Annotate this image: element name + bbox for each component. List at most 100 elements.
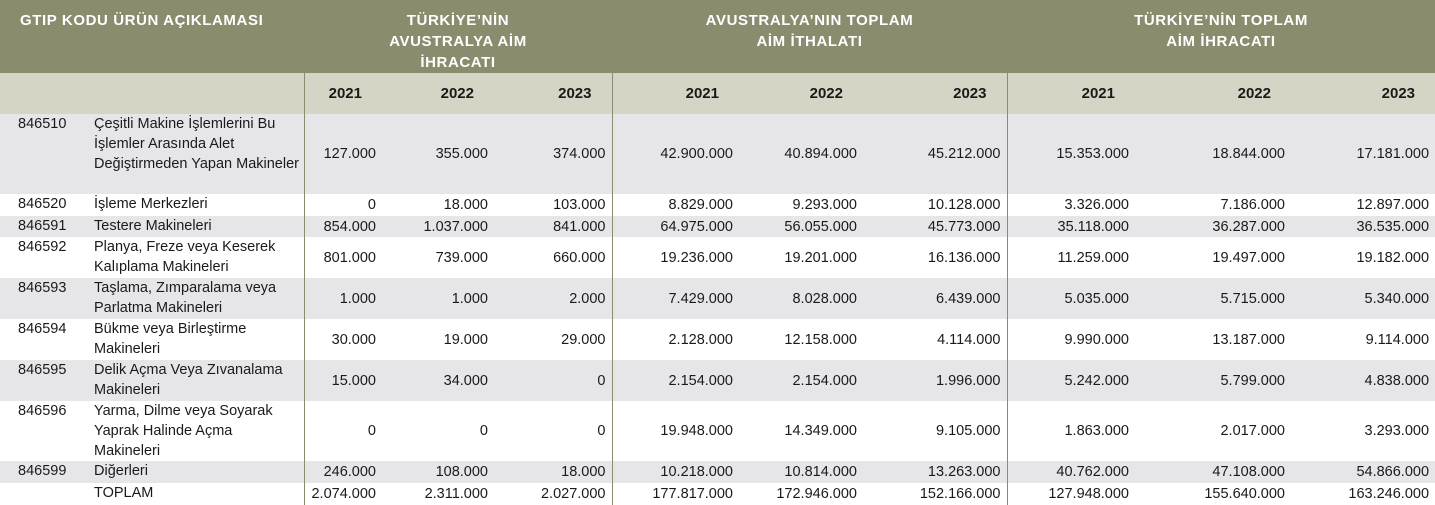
value-cell: 739.000: [382, 237, 494, 278]
value-cell: 841.000: [494, 216, 612, 237]
year-header-cell: 2022: [1135, 73, 1291, 114]
value-cell: 2.128.000: [611, 319, 739, 360]
value-cell: 19.497.000: [1135, 237, 1291, 278]
value-cell: 56.055.000: [739, 216, 863, 237]
year-header-cell: 2021: [1006, 73, 1135, 114]
value-cell: 127.948.000: [1006, 483, 1135, 505]
product-description-cell: TOPLAM: [82, 483, 304, 505]
gtip-code-cell: 846595: [0, 360, 82, 401]
value-cell: 15.353.000: [1006, 114, 1135, 194]
value-cell: 30.000: [303, 319, 382, 360]
value-cell: 177.817.000: [611, 483, 739, 505]
value-cell: 18.844.000: [1135, 114, 1291, 194]
year-header-cell: 2022: [382, 73, 494, 114]
year-header-blank: [0, 73, 304, 114]
value-cell: 1.037.000: [382, 216, 494, 237]
value-cell: 9.293.000: [739, 194, 863, 216]
value-cell: 4.838.000: [1291, 360, 1435, 401]
value-cell: 11.259.000: [1006, 237, 1135, 278]
value-cell: 152.166.000: [863, 483, 1007, 505]
value-cell: 0: [494, 360, 612, 401]
value-cell: 13.187.000: [1135, 319, 1291, 360]
value-cell: 14.349.000: [739, 401, 863, 461]
value-cell: 1.000: [382, 278, 494, 319]
value-cell: 54.866.000: [1291, 461, 1435, 483]
value-cell: 16.136.000: [863, 237, 1007, 278]
value-cell: 103.000: [494, 194, 612, 216]
value-cell: 5.715.000: [1135, 278, 1291, 319]
table-row: 846510 Çeşitli Makine İşlemlerini Bu İşle…: [0, 114, 1435, 194]
year-header-cell: 2022: [739, 73, 863, 114]
year-header-cell: 2023: [494, 73, 612, 114]
value-cell: 1.000: [303, 278, 382, 319]
product-description-cell: Diğerleri: [82, 461, 304, 483]
value-cell: 12.158.000: [739, 319, 863, 360]
table-body: 846510 Çeşitli Makine İşlemlerini Bu İşle…: [0, 114, 1435, 505]
value-cell: 10.814.000: [739, 461, 863, 483]
value-cell: 13.263.000: [863, 461, 1007, 483]
value-cell: 6.439.000: [863, 278, 1007, 319]
year-header-cell: 2023: [863, 73, 1007, 114]
value-cell: 172.946.000: [739, 483, 863, 505]
product-description-cell: Çeşitli Makine İşlemlerini Bu İşlemler A…: [82, 114, 304, 194]
value-cell: 4.114.000: [863, 319, 1007, 360]
table-row: 846599 Diğerleri 246.000 108.000 18.000 10.21…: [0, 461, 1435, 483]
group-header-tr-au-export: TÜRKİYE’NİN AVUSTRALYA AİM İHRACATI: [304, 0, 612, 73]
gtip-code-cell: 846510: [0, 114, 82, 194]
value-cell: 163.246.000: [1291, 483, 1435, 505]
product-description-cell: Yarma, Dilme veya Soyarak Yaprak Halinde…: [82, 401, 304, 461]
value-cell: 19.948.000: [611, 401, 739, 461]
year-header-row: 2021 2022 2023 2021 2022 2023 2021 2022 …: [0, 73, 1435, 114]
gtip-code-cell: 846594: [0, 319, 82, 360]
table-row: 846595 Delik Açma Veya Zıvanalama Makinel…: [0, 360, 1435, 401]
value-cell: 19.201.000: [739, 237, 863, 278]
value-cell: 2.017.000: [1135, 401, 1291, 461]
value-cell: 0: [303, 194, 382, 216]
value-cell: 47.108.000: [1135, 461, 1291, 483]
gtip-code-cell: [0, 483, 82, 505]
value-cell: 45.773.000: [863, 216, 1007, 237]
value-cell: 0: [382, 401, 494, 461]
gtip-code-cell: 846591: [0, 216, 82, 237]
value-cell: 5.799.000: [1135, 360, 1291, 401]
value-cell: 660.000: [494, 237, 612, 278]
value-cell: 9.114.000: [1291, 319, 1435, 360]
gtip-code-cell: 846599: [0, 461, 82, 483]
value-cell: 19.236.000: [611, 237, 739, 278]
value-cell: 7.429.000: [611, 278, 739, 319]
value-cell: 5.035.000: [1006, 278, 1135, 319]
value-cell: 2.074.000: [303, 483, 382, 505]
table-row: 846591 Testere Makineleri 854.000 1.037.000…: [0, 216, 1435, 237]
value-cell: 64.975.000: [611, 216, 739, 237]
gtip-code-cell: 846520: [0, 194, 82, 216]
product-description-cell: Taşlama, Zımparalama veya Parlatma Makin…: [82, 278, 304, 319]
year-header-cell: 2021: [611, 73, 739, 114]
group-header-label: TÜRKİYE’NİN TOPLAM AİM İHRACATI: [1134, 12, 1308, 50]
value-cell: 10.218.000: [611, 461, 739, 483]
value-cell: 19.182.000: [1291, 237, 1435, 278]
value-cell: 1.863.000: [1006, 401, 1135, 461]
year-header-cell: 2023: [1291, 73, 1435, 114]
value-cell: 2.154.000: [611, 360, 739, 401]
value-cell: 29.000: [494, 319, 612, 360]
value-cell: 2.000: [494, 278, 612, 319]
product-description-cell: İşleme Merkezleri: [82, 194, 304, 216]
group-header-tr-total-export: TÜRKİYE’NİN TOPLAM AİM İHRACATI: [1007, 0, 1435, 73]
value-cell: 36.287.000: [1135, 216, 1291, 237]
value-cell: 1.996.000: [863, 360, 1007, 401]
value-cell: 15.000: [303, 360, 382, 401]
value-cell: 42.900.000: [611, 114, 739, 194]
value-cell: 374.000: [494, 114, 612, 194]
table-row: 846594 Bükme veya Birleştirme Makineleri 3…: [0, 319, 1435, 360]
product-description-cell: Bükme veya Birleştirme Makineleri: [82, 319, 304, 360]
value-cell: 127.000: [303, 114, 382, 194]
value-cell: 854.000: [303, 216, 382, 237]
value-cell: 108.000: [382, 461, 494, 483]
value-cell: 34.000: [382, 360, 494, 401]
value-cell: 7.186.000: [1135, 194, 1291, 216]
value-cell: 18.000: [494, 461, 612, 483]
value-cell: 40.894.000: [739, 114, 863, 194]
value-cell: 5.242.000: [1006, 360, 1135, 401]
